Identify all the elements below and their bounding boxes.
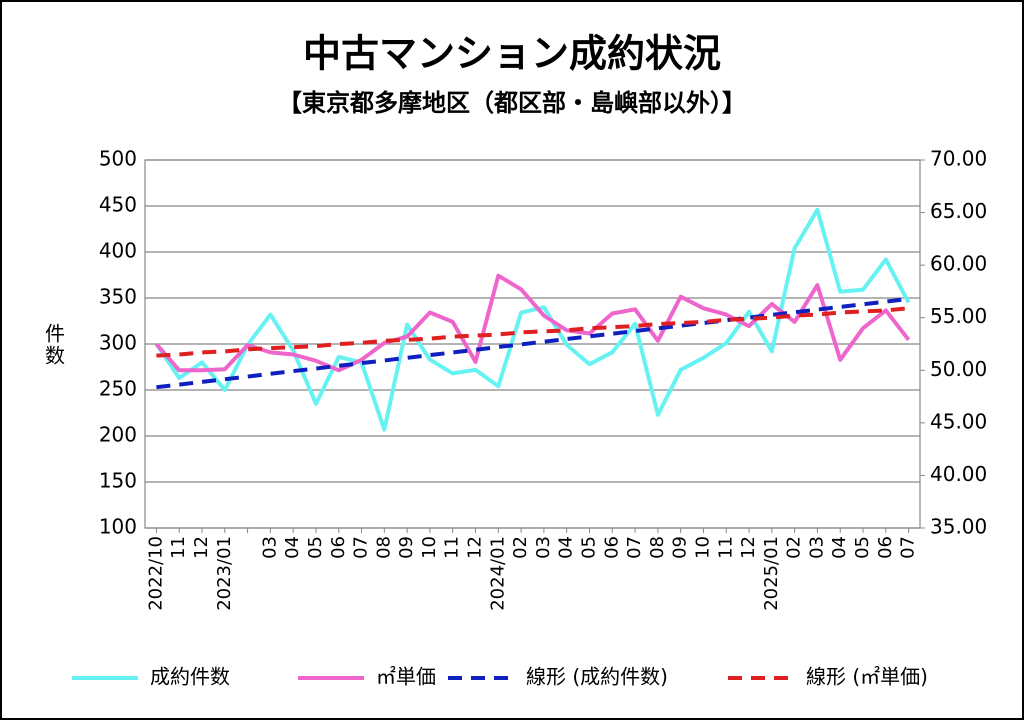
y2-tick-label: 40.00 — [930, 462, 987, 486]
x-tick-label: 04 — [556, 536, 577, 559]
series-line — [154, 207, 911, 432]
x-tick-label: 11 — [715, 536, 736, 559]
y-axis-label: 件数 — [42, 323, 66, 367]
y-tick-label: 400 — [99, 239, 137, 263]
x-tick-label: 07 — [898, 536, 919, 559]
y2-tick-label: 45.00 — [930, 409, 987, 433]
x-tick-label: 03 — [259, 536, 280, 559]
legend-label: ㎡単価 — [376, 665, 436, 689]
legend-label: 成約件数 — [150, 665, 230, 689]
x-tick-label: 08 — [647, 536, 668, 559]
x-tick-label: 04 — [829, 536, 850, 559]
y2-tick-label: 60.00 — [930, 252, 987, 276]
x-tick-label: 10 — [419, 536, 440, 559]
x-tick-label: 2024/01 — [487, 536, 508, 611]
x-tick-label: 05 — [578, 536, 599, 559]
x-tick-label: 2022/10 — [145, 536, 166, 611]
y-tick-label: 450 — [99, 193, 137, 217]
x-tick-label: 03 — [533, 536, 554, 559]
y2-tick-label: 50.00 — [930, 357, 987, 381]
trend-line — [156, 296, 909, 390]
x-tick-label: 10 — [692, 536, 713, 559]
x-tick-label: 03 — [806, 536, 827, 559]
y2-tick-label: 35.00 — [930, 515, 987, 539]
y-tick-label: 500 — [99, 147, 137, 171]
chart-subtitle: 【東京都多摩地区（都区部・島嶼部以外）】 — [278, 89, 746, 117]
plot-border — [144, 159, 921, 529]
x-tick-label: 06 — [601, 536, 622, 559]
x-tick-label: 2023/01 — [214, 536, 235, 611]
x-tick-label: 12 — [191, 536, 212, 559]
y-tick-label: 300 — [99, 331, 137, 355]
x-tick-label: 09 — [396, 536, 417, 559]
y-tick-label: 350 — [99, 285, 137, 309]
y-tick-label: 200 — [99, 423, 137, 447]
x-tick-label: 05 — [852, 536, 873, 559]
x-tick-label: 07 — [624, 536, 645, 559]
x-tick-label: 2025/01 — [761, 536, 782, 611]
legend-label: 線形 (成約件数) — [526, 665, 668, 689]
x-tick-label: 11 — [442, 536, 463, 559]
y-tick-label: 150 — [99, 469, 137, 493]
legend-label: 線形 (㎡単価) — [806, 665, 928, 689]
x-tick-label: 06 — [875, 536, 896, 559]
x-tick-label: 12 — [465, 536, 486, 559]
x-tick-label: 09 — [670, 536, 691, 559]
y2-tick-label: 55.00 — [930, 304, 987, 328]
x-tick-label: 08 — [373, 536, 394, 559]
trend-line — [156, 306, 909, 358]
x-tick-label: 02 — [784, 536, 805, 559]
y-tick-label: 100 — [99, 515, 137, 539]
x-tick-label: 06 — [328, 536, 349, 559]
x-tick-label: 02 — [510, 536, 531, 559]
x-tick-label: 04 — [282, 536, 303, 559]
x-tick-label: 05 — [305, 536, 326, 559]
y-tick-label: 250 — [99, 377, 137, 401]
x-tick-label: 11 — [168, 536, 189, 559]
x-tick-label: 07 — [351, 536, 372, 559]
chart-title: 中古マンション成約状況 — [303, 32, 721, 76]
y2-tick-label: 65.00 — [930, 199, 987, 223]
x-tick-label: 12 — [738, 536, 759, 559]
y2-tick-label: 70.00 — [930, 147, 987, 171]
